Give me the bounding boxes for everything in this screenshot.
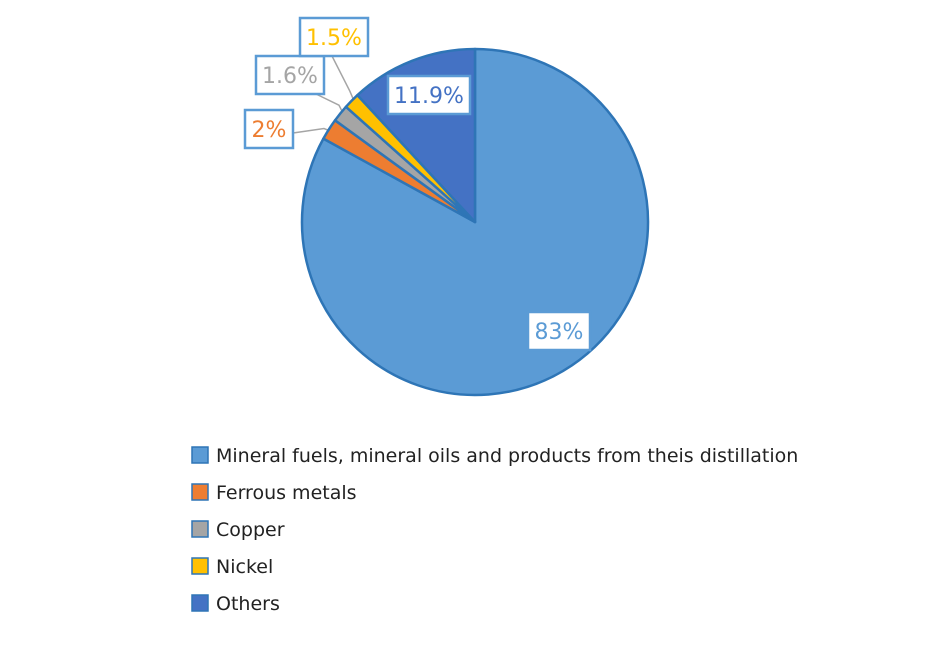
data-label-box-ferrous-metals [243,108,295,150]
leader-line-nickel [331,55,357,106]
data-label-copper: 1.6% [262,64,318,89]
legend: Mineral fuels, mineral oils and products… [191,445,798,615]
data-label-box-copper [254,54,326,96]
data-label-box-others [386,74,472,116]
pie-slices [300,47,650,397]
legend-label-mineral-fuels-mineral: Mineral fuels, mineral oils and products… [216,445,798,467]
legend-label-ferrous-metals: Ferrous metals [216,482,357,504]
data-label-ferrous-metals: 2% [252,118,287,143]
legend-swatch-copper [191,520,209,538]
data-labels: 83% 2% 1.6% 1.5% 11.9% [243,16,592,352]
data-label-others: 11.9% [394,84,464,109]
legend-swatch-mineral-fuels-mineral [191,446,209,464]
data-label-nickel: 1.5% [306,26,362,51]
data-label-box-mineral-fuels-mineral [526,310,592,352]
legend-label-nickel: Nickel [216,556,273,578]
legend-swatch-nickel [191,557,209,575]
data-label-mineral-fuels-mineral: 83% [535,320,584,345]
legend-label-copper: Copper [216,519,285,541]
legend-label-others: Others [216,593,280,615]
legend-swatch-others [191,594,209,612]
legend-swatch-ferrous-metals [191,483,209,501]
data-label-box-nickel [298,16,370,58]
